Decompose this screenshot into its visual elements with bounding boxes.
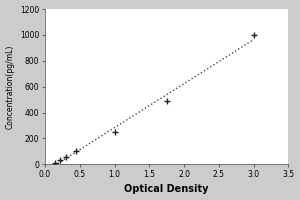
Y-axis label: Concentration(pg/mL): Concentration(pg/mL) [6, 45, 15, 129]
X-axis label: Optical Density: Optical Density [124, 184, 209, 194]
